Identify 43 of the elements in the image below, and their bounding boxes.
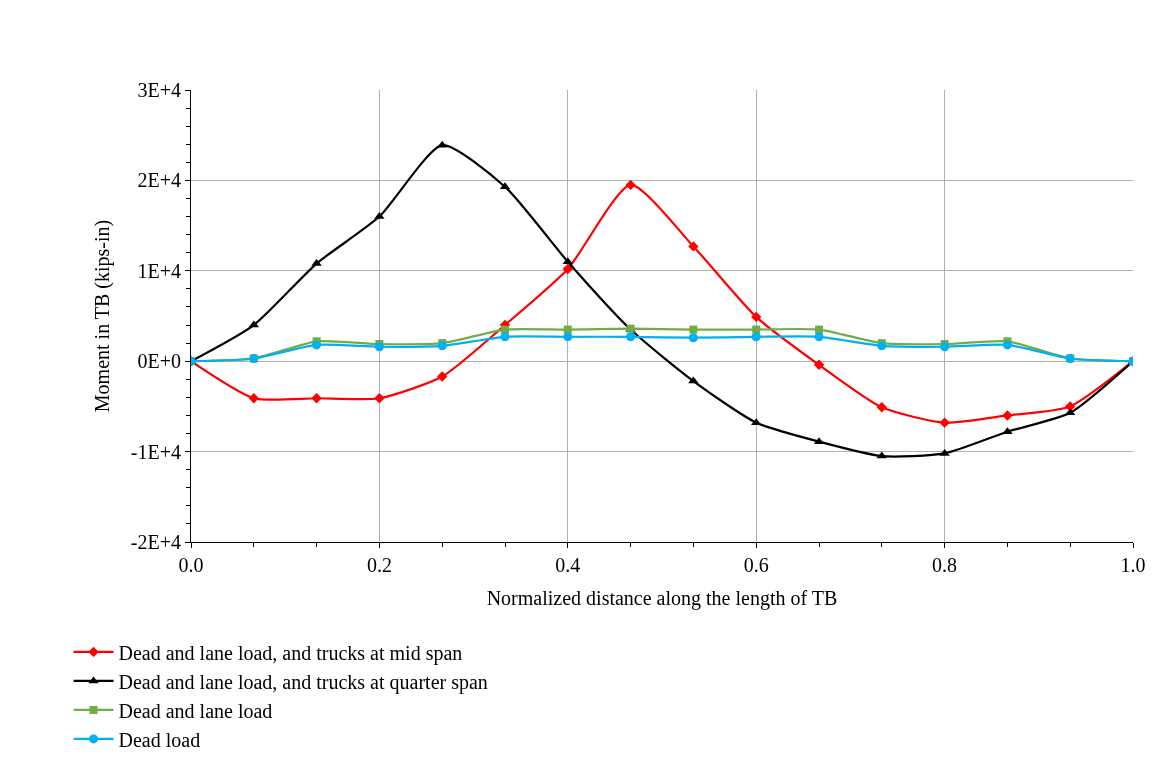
y-axis-title: Moment in TB (kips-in): [91, 219, 115, 413]
point: [563, 332, 573, 342]
point: [312, 340, 322, 350]
legend-label: Dead load: [118, 728, 201, 751]
x-tick-label: 0.4: [555, 554, 581, 576]
point: [562, 263, 573, 275]
point: [625, 179, 636, 191]
point: [940, 342, 950, 352]
point: [751, 332, 761, 342]
point: [939, 417, 950, 428]
legend-label: Dead and lane load, and trucks at quarter span: [118, 670, 488, 694]
point: [814, 332, 824, 342]
y-tick-label: 0E+0: [137, 350, 181, 373]
x-tick-label: 0.0: [178, 554, 204, 576]
legend-label: Dead and lane load: [118, 699, 273, 722]
y-tick-label: 3E+4: [137, 79, 181, 101]
point: [1002, 410, 1013, 421]
x-tick-label: 0.8: [932, 554, 958, 576]
point: [500, 332, 510, 342]
point: [1002, 340, 1012, 350]
point: [688, 241, 699, 252]
x-tick-label: 0.6: [743, 554, 769, 576]
point: [688, 333, 698, 343]
y-tick-label: 2E+4: [137, 169, 181, 192]
point: [689, 325, 698, 334]
point: [311, 393, 322, 404]
point: [374, 342, 384, 352]
point: [876, 402, 887, 413]
legend-label: Dead and lane load, and trucks at mid span: [118, 641, 463, 665]
y-tick-label: -2E+4: [130, 531, 181, 553]
point: [374, 393, 385, 404]
y-tick-label: 1E+4: [137, 259, 181, 282]
x-tick-label: 0.2: [366, 554, 392, 576]
x-tick-label: 1.0: [1120, 554, 1146, 576]
point: [939, 448, 950, 456]
point: [813, 359, 825, 371]
point: [248, 393, 260, 404]
y-tick-label: -1E+4: [130, 440, 181, 463]
point: [626, 332, 636, 342]
point: [562, 257, 573, 265]
point: [437, 371, 448, 382]
x-axis-title: Normalized distance along the length of TB: [486, 586, 838, 610]
point: [751, 311, 762, 323]
